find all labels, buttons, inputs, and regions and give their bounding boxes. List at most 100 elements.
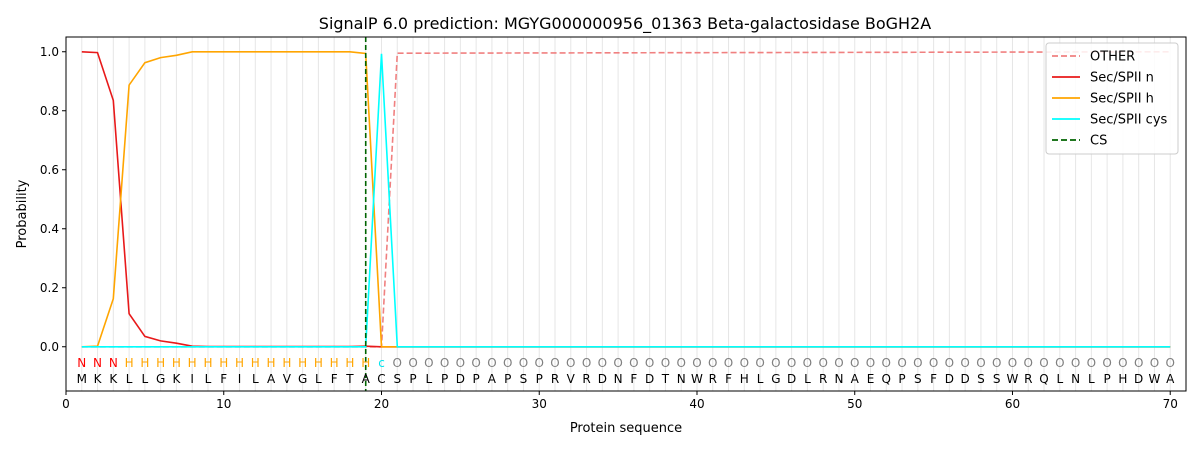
- legend-label: Sec/SPII n: [1090, 71, 1154, 86]
- residue-class-label: O: [535, 356, 544, 370]
- residue-letter: S: [393, 372, 401, 386]
- residue-class-label: O: [1008, 356, 1017, 370]
- residue-letter: Q: [1039, 372, 1048, 386]
- series-line: [82, 52, 1170, 347]
- residue-letter: Q: [882, 372, 891, 386]
- x-tick-label: 40: [689, 397, 704, 411]
- residue-class-label: O: [1102, 356, 1111, 370]
- residue-class-label: H: [267, 356, 276, 370]
- residue-letter: L: [804, 372, 811, 386]
- residue-class-label: O: [1039, 356, 1048, 370]
- series-line: [82, 54, 1170, 347]
- residue-class-label: O: [850, 356, 859, 370]
- residue-class-label: c: [378, 356, 385, 370]
- residue-letter: L: [757, 372, 764, 386]
- residue-letter: A: [362, 372, 371, 386]
- residue-class-label: O: [787, 356, 796, 370]
- residue-class-label: H: [219, 356, 228, 370]
- residue-class-label: O: [866, 356, 875, 370]
- residue-letter: P: [441, 372, 448, 386]
- residue-letter: V: [283, 372, 292, 386]
- residue-letter: D: [456, 372, 465, 386]
- residue-letter: P: [409, 372, 416, 386]
- residue-class-label: O: [471, 356, 480, 370]
- residue-class-label: O: [1087, 356, 1096, 370]
- residue-class-label: O: [456, 356, 465, 370]
- residue-class-label: O: [929, 356, 938, 370]
- residue-letter: P: [536, 372, 543, 386]
- residue-letter: L: [142, 372, 149, 386]
- y-axis-label: Probability: [15, 179, 30, 248]
- x-tick-label: 70: [1163, 397, 1178, 411]
- residue-class-label: O: [882, 356, 891, 370]
- x-tick-label: 60: [1005, 397, 1020, 411]
- residue-letter: K: [94, 372, 103, 386]
- residue-class-label: O: [818, 356, 827, 370]
- grid: [82, 37, 1170, 391]
- legend-label: Sec/SPII cys: [1090, 113, 1168, 128]
- residue-letter: K: [109, 372, 118, 386]
- residue-letter: L: [252, 372, 259, 386]
- residue-annotations: NMNKNKHLHLHGHKHIHLHFHIHLHAHVHGHLHFHTHAcC…: [77, 356, 1176, 386]
- residue-letter: L: [425, 372, 432, 386]
- residue-class-label: O: [1055, 356, 1064, 370]
- residue-class-label: N: [77, 356, 86, 370]
- residue-class-label: O: [582, 356, 591, 370]
- residue-letter: F: [725, 372, 732, 386]
- y-tick-label: 0.0: [40, 340, 59, 354]
- residue-letter: A: [851, 372, 860, 386]
- residue-class-label: H: [140, 356, 149, 370]
- residue-letter: S: [977, 372, 985, 386]
- legend-label: CS: [1090, 134, 1107, 149]
- residue-class-label: H: [298, 356, 307, 370]
- x-tick-label: 10: [216, 397, 231, 411]
- x-tick-label: 30: [532, 397, 547, 411]
- residue-letter: P: [504, 372, 511, 386]
- residue-class-label: O: [740, 356, 749, 370]
- residue-letter: A: [1166, 372, 1175, 386]
- residue-letter: L: [205, 372, 212, 386]
- residue-class-label: O: [550, 356, 559, 370]
- residue-class-label: O: [1134, 356, 1143, 370]
- residue-class-label: H: [235, 356, 244, 370]
- x-tick-label: 0: [62, 397, 70, 411]
- residue-letter: R: [582, 372, 590, 386]
- residue-class-label: O: [598, 356, 607, 370]
- residue-letter: S: [993, 372, 1001, 386]
- residue-class-label: O: [613, 356, 622, 370]
- residue-class-label: H: [125, 356, 134, 370]
- residue-class-label: O: [1071, 356, 1080, 370]
- residue-letter: N: [677, 372, 686, 386]
- residue-class-label: O: [1150, 356, 1159, 370]
- residue-class-label: O: [913, 356, 922, 370]
- plot-frame: [66, 37, 1186, 391]
- residue-letter: H: [1118, 372, 1127, 386]
- residue-letter: L: [126, 372, 133, 386]
- residue-class-label: O: [755, 356, 764, 370]
- residue-letter: L: [1088, 372, 1095, 386]
- residue-letter: R: [1024, 372, 1032, 386]
- residue-class-label: H: [345, 356, 354, 370]
- residue-class-label: H: [156, 356, 165, 370]
- residue-letter: P: [898, 372, 905, 386]
- residue-class-label: O: [960, 356, 969, 370]
- residue-letter: D: [945, 372, 954, 386]
- legend: OTHER Sec/SPII n Sec/SPII h Sec/SPII cys CS: [1046, 43, 1178, 154]
- residue-letter: P: [473, 372, 480, 386]
- residue-letter: D: [961, 372, 970, 386]
- residue-letter: M: [77, 372, 87, 386]
- y-tick-label: 0.6: [40, 163, 59, 177]
- chart-title: SignalP 6.0 prediction: MGYG000000956_01…: [319, 14, 931, 34]
- residue-letter: R: [709, 372, 717, 386]
- residue-letter: S: [914, 372, 922, 386]
- residue-letter: F: [220, 372, 227, 386]
- y-tick-label: 1.0: [40, 45, 59, 59]
- residue-letter: G: [771, 372, 780, 386]
- residue-class-label: H: [361, 356, 370, 370]
- residue-class-label: H: [188, 356, 197, 370]
- residue-letter: F: [930, 372, 937, 386]
- residue-class-label: O: [1118, 356, 1127, 370]
- residue-letter: R: [819, 372, 827, 386]
- residue-letter: N: [1071, 372, 1080, 386]
- residue-letter: L: [1056, 372, 1063, 386]
